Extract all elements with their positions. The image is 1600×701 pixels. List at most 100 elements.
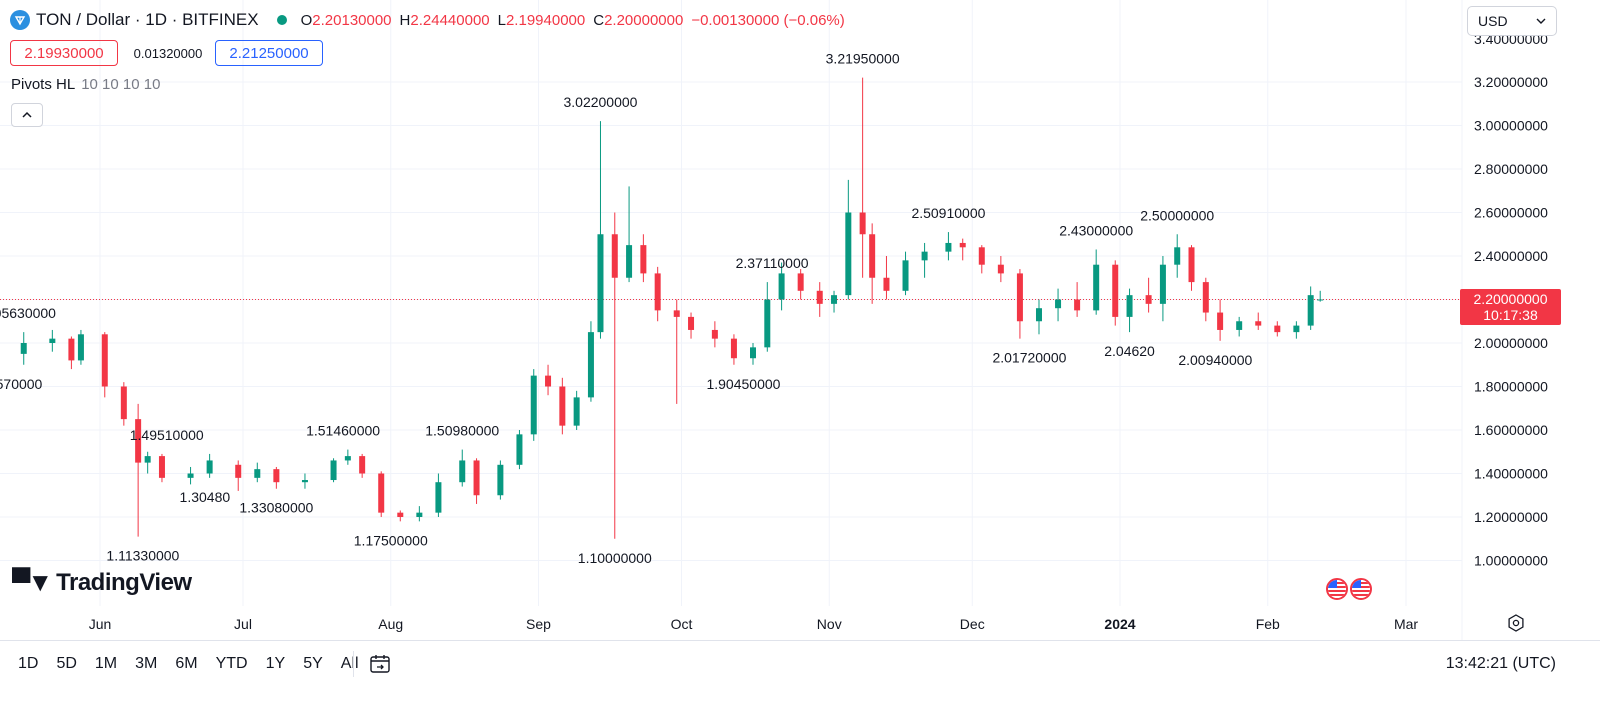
symbol-title[interactable]: TON / Dollar · 1D · BITFINEX	[36, 10, 259, 29]
candle-body[interactable]	[597, 234, 604, 333]
candle-body[interactable]	[1307, 295, 1314, 326]
candle-body[interactable]	[750, 347, 756, 359]
currency-select[interactable]: USD	[1467, 6, 1557, 36]
candle-body[interactable]	[831, 295, 838, 304]
candle-body[interactable]	[654, 273, 661, 311]
candle-body[interactable]	[1236, 321, 1243, 330]
candle-body[interactable]	[459, 460, 466, 483]
candle-body[interactable]	[206, 460, 213, 474]
candle-body[interactable]	[235, 464, 242, 478]
candle-body[interactable]	[101, 334, 108, 387]
candle-body[interactable]	[1188, 247, 1195, 283]
candle-body[interactable]	[1274, 325, 1281, 333]
candle-body[interactable]	[869, 234, 876, 278]
candle-body[interactable]	[77, 334, 84, 361]
candle-body[interactable]	[1093, 264, 1100, 311]
candle-body[interactable]	[640, 245, 647, 274]
candle-body[interactable]	[997, 264, 1004, 274]
timeframe-3m[interactable]: 3M	[135, 655, 158, 672]
settings-icon[interactable]	[1506, 613, 1526, 633]
market-status-icon[interactable]	[276, 15, 287, 25]
candle-body[interactable]	[1055, 299, 1062, 309]
candle-body[interactable]	[359, 456, 366, 474]
candle-body[interactable]	[473, 460, 480, 496]
indicator-legend[interactable]: Pivots HL 10 10 10 10	[11, 76, 160, 93]
candle-body[interactable]	[883, 277, 890, 291]
candle-body[interactable]	[1293, 325, 1300, 333]
candle-body[interactable]	[626, 245, 633, 278]
candle-body[interactable]	[397, 512, 404, 517]
candle-body[interactable]	[1317, 299, 1324, 301]
candle-body[interactable]	[764, 299, 771, 348]
timeframe-all[interactable]: All	[340, 655, 359, 672]
timeframe-1m[interactable]: 1M	[94, 655, 118, 672]
us-flag-icon[interactable]	[1350, 578, 1372, 600]
candle-body[interactable]	[1217, 312, 1224, 330]
collapse-legend-button[interactable]	[11, 103, 43, 127]
candle-body[interactable]	[301, 480, 308, 483]
calendar-range-icon[interactable]	[368, 652, 392, 676]
candle-body[interactable]	[530, 375, 537, 435]
candle-body[interactable]	[516, 434, 523, 465]
candle-body[interactable]	[144, 456, 151, 463]
candle-body[interactable]	[416, 512, 423, 517]
candle-body[interactable]	[673, 310, 680, 317]
candle-body[interactable]	[1145, 295, 1152, 304]
candle-body[interactable]	[330, 460, 337, 481]
price-chart[interactable]: 3.20000000 3.00000000 2.80000000 2.60000000…	[0, 0, 1600, 640]
candle-body[interactable]	[611, 234, 618, 278]
candle-body[interactable]	[945, 242, 952, 252]
candle-body[interactable]	[378, 473, 385, 513]
tradingview-mark-icon: ▀▼	[12, 567, 53, 597]
candle-body[interactable]	[921, 251, 928, 261]
candle-body[interactable]	[1035, 308, 1042, 322]
candle-body[interactable]	[1159, 264, 1166, 304]
candle-body[interactable]	[587, 332, 594, 398]
sell-price-button[interactable]: 2.19930000	[10, 40, 118, 66]
ohlc-low: L2.19940000	[497, 11, 586, 29]
candle-body[interactable]	[49, 338, 56, 343]
timeframe-6m[interactable]: 6M	[175, 655, 198, 672]
timeframe-5y[interactable]: 5Y	[303, 655, 323, 672]
candle-body[interactable]	[1016, 273, 1023, 322]
candle-body[interactable]	[730, 338, 737, 359]
candle-body[interactable]	[1202, 282, 1209, 313]
candle-body[interactable]	[273, 469, 280, 483]
candle-body[interactable]	[187, 473, 194, 478]
utc-clock[interactable]: 13:42:21 (UTC)	[1445, 655, 1556, 672]
candle-body[interactable]	[859, 212, 866, 235]
candle-body[interactable]	[959, 242, 966, 248]
candle-body[interactable]	[902, 260, 909, 291]
candle-body[interactable]	[20, 343, 27, 354]
buy-price-button[interactable]: 2.21250000	[215, 40, 323, 66]
candle-body[interactable]	[688, 316, 695, 330]
timeframe-5d[interactable]: 5D	[56, 655, 77, 672]
candle-body[interactable]	[711, 329, 718, 339]
timeframe-ytd[interactable]: YTD	[215, 655, 248, 672]
candle-body[interactable]	[845, 212, 852, 296]
candle-body[interactable]	[1074, 299, 1081, 311]
candle-body[interactable]	[978, 247, 985, 265]
candle-body[interactable]	[573, 397, 580, 426]
candle-body[interactable]	[1255, 321, 1262, 326]
timeframe-1y[interactable]: 1Y	[265, 655, 286, 672]
candle-body[interactable]	[344, 456, 351, 461]
candle-body[interactable]	[559, 386, 566, 426]
us-flag-icon[interactable]	[1326, 578, 1348, 600]
candle-body[interactable]	[778, 273, 785, 300]
candle-body[interactable]	[120, 386, 127, 420]
candle-body[interactable]	[545, 375, 552, 387]
candle-body[interactable]	[797, 273, 804, 291]
candle-body[interactable]	[1126, 295, 1133, 317]
candle-body[interactable]	[497, 464, 504, 496]
candle-body[interactable]	[1112, 264, 1119, 317]
candle-body[interactable]	[254, 469, 261, 478]
candle-body[interactable]	[1174, 247, 1181, 265]
candle-body[interactable]	[68, 338, 75, 361]
candle-body[interactable]	[135, 419, 142, 463]
candle-body[interactable]	[816, 290, 823, 304]
tradingview-logo[interactable]: ▀▼ TradingView	[12, 567, 192, 598]
candle-body[interactable]	[435, 482, 442, 513]
candle-body[interactable]	[158, 456, 165, 478]
timeframe-1d[interactable]: 1D	[18, 655, 39, 672]
